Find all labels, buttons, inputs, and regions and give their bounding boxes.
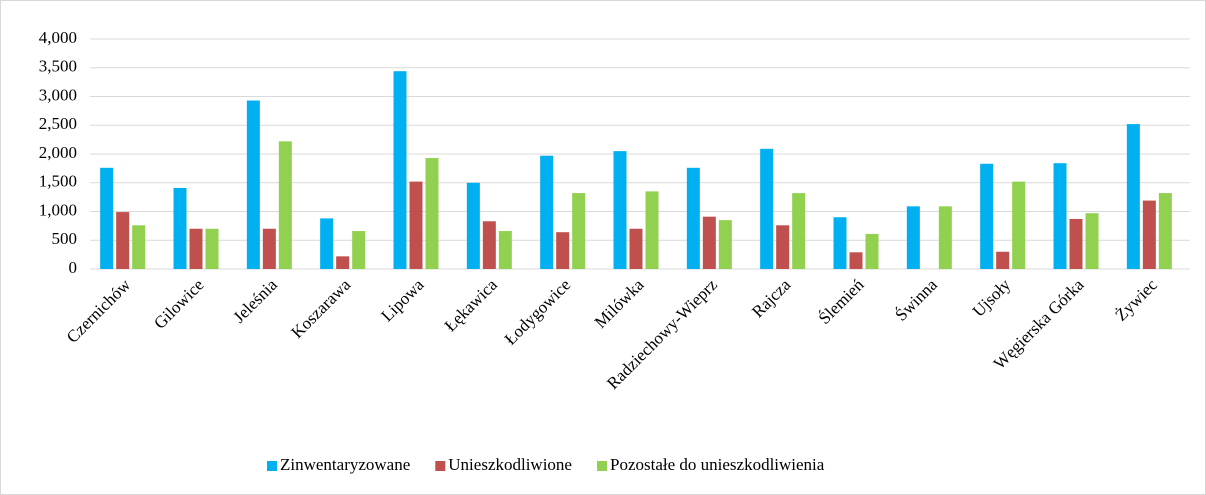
bar (776, 225, 790, 269)
legend-swatch (596, 461, 607, 471)
legend-label: Zinwentaryzowane (280, 455, 410, 474)
bar (1069, 218, 1083, 269)
bar (1126, 124, 1140, 269)
bar (938, 206, 952, 269)
bar (645, 191, 659, 269)
bar (613, 151, 627, 269)
bar (1053, 163, 1067, 269)
y-tick-label: 1,500 (39, 172, 77, 191)
bar (1142, 200, 1156, 269)
bar (466, 182, 480, 269)
legend-swatch (435, 461, 446, 471)
bar (686, 167, 700, 269)
bar (849, 252, 863, 269)
bar (1158, 193, 1172, 269)
legend-swatch (267, 461, 277, 471)
y-tick-label: 500 (52, 229, 78, 248)
bar (173, 187, 187, 269)
legend-label: Pozostałe do unieszkodliwienia (610, 455, 825, 474)
bar (718, 220, 732, 269)
bar (352, 231, 366, 269)
y-tick-label: 1,000 (39, 200, 77, 219)
bar (132, 225, 146, 269)
bar (865, 233, 879, 269)
bar (702, 216, 716, 269)
bar (393, 71, 407, 269)
bar (246, 100, 260, 270)
y-tick-label: 2,500 (39, 114, 77, 133)
bar (1012, 181, 1026, 269)
y-tick-label: 4,000 (39, 28, 77, 47)
bar (262, 228, 276, 269)
bar (629, 228, 643, 269)
bar (556, 232, 570, 269)
bar (189, 228, 203, 269)
y-tick-label: 3,000 (39, 85, 77, 104)
bar (278, 141, 292, 269)
bar (116, 212, 130, 269)
bar (760, 148, 774, 269)
bar (320, 218, 334, 269)
bar (996, 251, 1010, 269)
legend-label: Unieszkodliwione (448, 455, 572, 474)
bar (980, 163, 994, 269)
bar (409, 181, 423, 269)
bar (336, 256, 350, 269)
bar (792, 193, 806, 269)
bar (100, 167, 114, 269)
bar (205, 228, 219, 269)
bar (906, 206, 920, 269)
bar (540, 155, 554, 269)
bar (572, 193, 586, 269)
y-tick-label: 0 (69, 258, 78, 277)
bar (1085, 213, 1099, 269)
y-tick-label: 2,000 (39, 143, 77, 162)
bar (498, 231, 512, 269)
bar (425, 158, 439, 269)
y-tick-label: 3,500 (39, 57, 77, 76)
bar (833, 217, 847, 269)
bar (482, 221, 496, 269)
